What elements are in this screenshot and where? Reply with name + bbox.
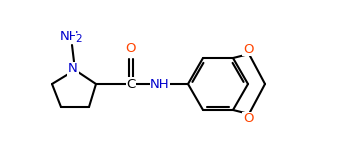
Text: NH: NH (150, 78, 170, 90)
Text: NH: NH (60, 30, 80, 43)
Text: O: O (126, 43, 136, 55)
Text: C: C (126, 78, 135, 90)
Text: N: N (68, 63, 78, 76)
Text: O: O (243, 113, 253, 125)
Text: O: O (243, 43, 253, 55)
Text: 2: 2 (76, 34, 82, 44)
